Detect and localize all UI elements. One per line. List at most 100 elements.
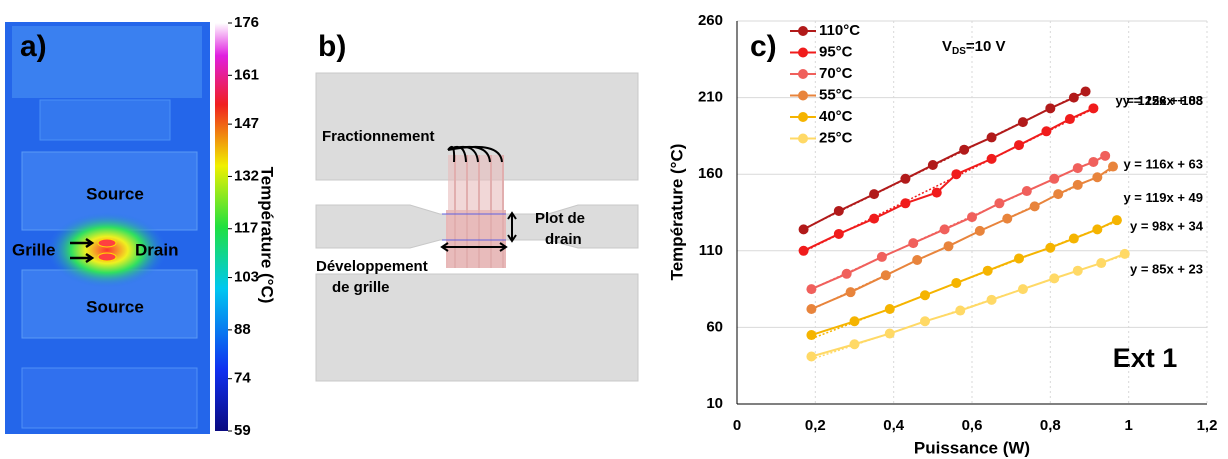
- point: [939, 224, 950, 235]
- point: [845, 287, 856, 298]
- point: [982, 265, 993, 276]
- legend-label: 70°C: [819, 65, 853, 82]
- point: [1017, 117, 1028, 128]
- diagram-label: Fractionnement: [322, 128, 435, 145]
- point: [884, 328, 895, 339]
- colorbar-tick-label: 132: [234, 167, 259, 184]
- point: [986, 153, 997, 164]
- point: [1092, 172, 1103, 183]
- arrows: [440, 145, 517, 252]
- point: [884, 304, 895, 315]
- point: [1088, 156, 1099, 167]
- point: [912, 254, 923, 265]
- diagram-label: Développement: [316, 258, 428, 275]
- point: [841, 268, 852, 279]
- colorbar-tick-label: 176: [234, 14, 259, 31]
- region-label: Drain: [135, 240, 178, 259]
- point: [849, 316, 860, 327]
- point: [806, 304, 817, 315]
- panel-label: c): [750, 30, 777, 63]
- fit-label: y = 85x + 23: [1130, 261, 1203, 276]
- colorbar-tick-label: 74: [234, 370, 251, 387]
- point: [994, 198, 1005, 209]
- point: [1068, 92, 1079, 103]
- colorbar-tick-label: 103: [234, 269, 259, 286]
- point: [876, 251, 887, 262]
- point: [900, 173, 911, 184]
- annotation-part: DS: [952, 46, 966, 57]
- x-tick-label: 0,6: [962, 417, 983, 434]
- point: [967, 212, 977, 223]
- point: [1041, 126, 1052, 137]
- point: [1029, 201, 1040, 212]
- x-axis-title: Puissance (W): [914, 438, 1030, 457]
- annotation: VDS=10 V: [942, 38, 1006, 57]
- region-label: Source: [86, 184, 144, 203]
- point: [1108, 161, 1118, 172]
- point: [974, 225, 985, 236]
- legend-marker: [798, 69, 808, 79]
- point: [1088, 103, 1099, 114]
- point: [869, 189, 880, 200]
- point: [1111, 215, 1122, 226]
- x-tick-label: 0: [733, 417, 741, 434]
- panel-label: b): [318, 30, 346, 63]
- colorbar-tick-label: 59: [234, 422, 251, 439]
- region-label: Grille: [12, 240, 55, 259]
- point: [1100, 150, 1111, 161]
- point: [806, 284, 817, 295]
- series-line: [811, 165, 1114, 310]
- legend-label: 55°C: [819, 86, 853, 103]
- point: [1064, 114, 1075, 125]
- fit-label: y = 126x + 88: [1123, 93, 1203, 108]
- point: [806, 330, 817, 341]
- y-tick-label: 160: [698, 165, 723, 182]
- y-tick-label: 260: [698, 12, 723, 29]
- x-tick-label: 0,4: [883, 417, 905, 434]
- legend-label: 25°C: [819, 129, 853, 146]
- y-tick-label: 10: [706, 395, 723, 412]
- point: [1045, 103, 1056, 114]
- y-tick-label: 60: [706, 318, 723, 335]
- layout-diagram: [315, 72, 639, 382]
- legend-marker: [798, 47, 808, 58]
- colorbar-tick-label: 147: [234, 115, 259, 132]
- legend-label: 95°C: [819, 43, 853, 60]
- point: [986, 132, 997, 143]
- y-axis-title: Température (°C): [667, 144, 686, 281]
- point: [986, 294, 997, 305]
- y-tick-label: 210: [698, 89, 723, 106]
- point: [1045, 242, 1056, 253]
- diagram-label: Plot de: [535, 210, 585, 227]
- colorbar-tick-label: 161: [234, 66, 259, 83]
- point: [1072, 163, 1083, 174]
- point: [798, 224, 809, 235]
- point: [869, 213, 880, 224]
- point: [1068, 233, 1079, 244]
- legend-marker: [798, 112, 808, 122]
- point: [920, 316, 930, 327]
- point: [833, 205, 844, 216]
- point: [1017, 284, 1028, 295]
- x-tick-label: 0,2: [805, 417, 826, 434]
- colorbar-tick-label: 88: [234, 321, 251, 338]
- colorbar-tick-label: 117: [234, 220, 258, 237]
- point: [880, 270, 891, 281]
- point: [1049, 173, 1060, 184]
- y-tick-label: 110: [699, 242, 723, 259]
- point: [849, 339, 860, 350]
- point: [1096, 258, 1107, 269]
- point: [1119, 248, 1130, 259]
- legend-label: 110°C: [819, 22, 860, 39]
- point: [1049, 273, 1060, 284]
- point: [798, 245, 809, 256]
- point: [806, 351, 817, 362]
- point: [920, 290, 930, 301]
- point: [1080, 86, 1091, 97]
- diagram-label: de grille: [332, 279, 390, 296]
- colorbar-title: Température (°C): [258, 167, 277, 304]
- point: [955, 305, 966, 316]
- fit-label: y = 125x + 103: [1116, 93, 1203, 108]
- point: [959, 144, 970, 155]
